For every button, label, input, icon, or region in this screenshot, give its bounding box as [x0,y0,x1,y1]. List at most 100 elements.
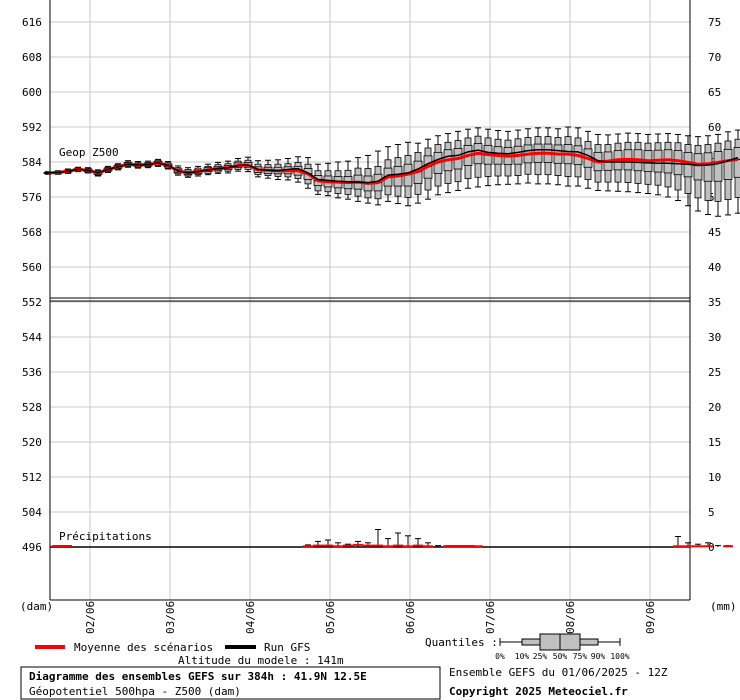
precip-step [393,532,403,547]
geop-box [713,133,723,217]
right-tick-label: 5 [708,506,715,519]
precip-step [703,542,713,548]
precip-step [383,538,393,548]
chart-title: Diagramme des ensembles GEFS sur 384h : … [29,670,367,683]
precip-step [303,544,313,548]
precip-step [423,542,433,548]
date-tick-label: 02/06 [84,601,97,634]
chart-subtitle: Géopotentiel 500hpa - Z500 (dam) [29,685,241,698]
left-tick-label: 560 [22,261,42,274]
box-p25-p75 [733,147,740,178]
precip-step [715,545,721,547]
precip-step [403,535,413,548]
precip-series [52,529,733,548]
precip-step [413,538,423,547]
legend: Moyenne des scénarios Run GFS Quantiles … [35,633,630,661]
right-axis-unit: (mm) [710,600,737,613]
right-tick-label: 60 [708,121,721,134]
date-tick-label: 07/06 [484,601,497,634]
precip-step [333,542,343,548]
right-tick-label: 70 [708,51,721,64]
right-tick-label: 25 [708,366,721,379]
altitude-text: Altitude du modele : 141m [178,654,344,667]
box-p25-p75 [693,153,703,181]
precip-step [343,543,353,547]
box-p25-p75 [703,152,713,182]
precip-step [435,545,441,547]
right-tick-label: 35 [708,296,721,309]
left-tick-label: 536 [22,366,42,379]
left-tick-label: 544 [22,331,42,344]
geop-series-label: Geop Z500 [59,146,119,159]
quantile-tick-label: 50% [553,652,568,661]
left-tick-label: 616 [22,16,42,29]
box-p25-p75 [723,148,733,180]
copyright-text: Copyright 2025 Meteociel.fr [449,685,628,698]
geop-box [443,133,453,194]
quantile-tick-label: 10% [515,652,530,661]
left-tick-label: 600 [22,86,42,99]
precip-step [363,542,373,547]
date-tick-label: 03/06 [164,601,177,634]
precip-step [723,545,733,548]
ensemble-run-text: Ensemble GEFS du 01/06/2025 - 12Z [449,666,668,679]
geop-box [723,131,733,216]
precip-step [693,543,703,548]
geop-box [433,135,443,196]
right-tick-label: 40 [708,261,721,274]
right-tick-label: 45 [708,226,721,239]
left-tick-label: 512 [22,471,42,484]
left-axis-unit: (dam) [20,600,53,613]
axes [49,0,691,601]
right-tick-label: 0 [708,541,715,554]
geop-box [643,133,653,194]
right-tick-label: 65 [708,86,721,99]
left-tick-label: 520 [22,436,42,449]
precip-step [353,540,363,547]
run-line [47,149,739,184]
left-tick-label: 576 [22,191,42,204]
right-tick-label: 30 [708,331,721,344]
precip-step [673,536,683,548]
precip-step [313,540,323,547]
left-tick-label: 584 [22,156,42,169]
left-tick-label: 496 [22,541,42,554]
precip-step [323,539,333,547]
legend-quantile-box [499,633,621,651]
geop-box [693,136,703,212]
quantile-tick-label: 25% [533,652,548,661]
left-tick-label: 552 [22,296,42,309]
precip-series-label: Précipitations [59,530,152,543]
box-p25-p75 [713,151,723,182]
left-tick-label: 568 [22,226,42,239]
right-tick-label: 20 [708,401,721,414]
legend-run-label: Run GFS [264,641,310,654]
quantile-tick-label: 90% [591,652,606,661]
left-tick-label: 592 [22,121,42,134]
right-tick-label: 10 [708,471,721,484]
legend-mean-label: Moyenne des scénarios [74,641,213,654]
grid-lines [50,0,690,600]
tick-labels: 6167560870600655926058455576505684556040… [22,16,721,634]
quantile-tick-label: 0% [495,652,505,661]
info-box [20,666,441,700]
legend-quantile-ticks: 0% 10% 25% 50% 75% 90% 100% [495,652,630,661]
date-tick-label: 09/06 [644,601,657,634]
geop-box [733,129,740,214]
precip-step [373,529,383,547]
date-tick-label: 04/06 [244,601,257,634]
geop-box [453,130,463,191]
date-tick-label: 06/06 [404,601,417,634]
left-tick-label: 528 [22,401,42,414]
date-tick-label: 08/06 [564,601,577,634]
right-tick-label: 75 [708,16,721,29]
legend-quantiles-label: Quantiles : [425,636,498,649]
precip-step [683,542,693,548]
left-tick-label: 504 [22,506,42,519]
quantile-tick-label: 75% [573,652,588,661]
right-tick-label: 15 [708,436,721,449]
geop-box [703,135,713,215]
left-tick-label: 608 [22,51,42,64]
quantile-tick-label: 100% [610,652,629,661]
series-lines [47,149,739,185]
